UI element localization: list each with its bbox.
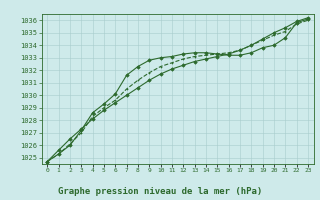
Text: Graphe pression niveau de la mer (hPa): Graphe pression niveau de la mer (hPa) <box>58 187 262 196</box>
